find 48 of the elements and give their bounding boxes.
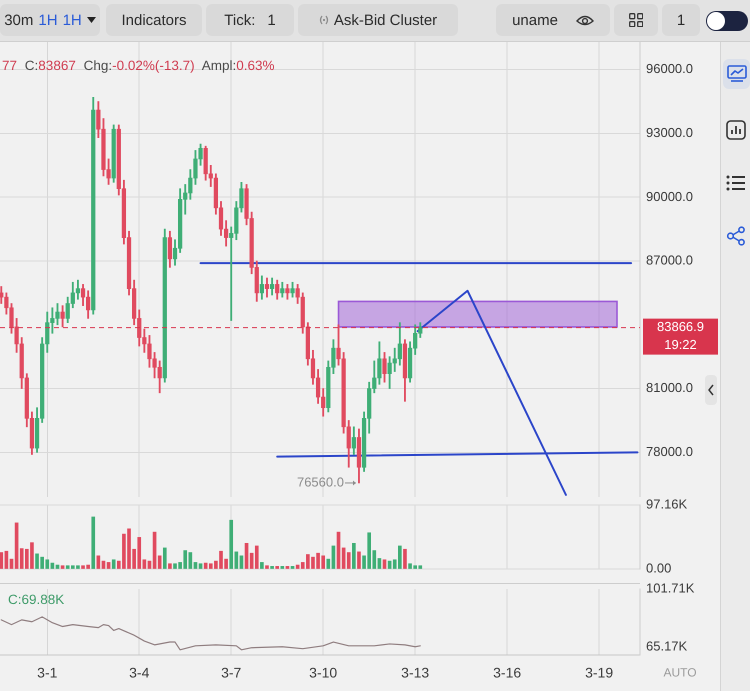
y-tick-label: 78000.0 — [646, 444, 693, 459]
y-tick-label: 90000.0 — [646, 188, 693, 204]
bar — [357, 552, 361, 569]
y-tick-label: 81000.0 — [646, 380, 693, 396]
bar — [260, 562, 264, 569]
bar — [286, 566, 290, 569]
y-tick-label: 0.00 — [646, 560, 672, 576]
x-tick-label: 3-16 — [493, 664, 522, 680]
bar — [280, 566, 284, 569]
bar — [91, 516, 96, 569]
bar — [265, 565, 269, 569]
y-tick-label: 96000.0 — [646, 61, 693, 76]
x-tick-label: 3-1 — [37, 664, 58, 680]
x-tick-label: 3-19 — [585, 664, 614, 680]
bar — [290, 566, 294, 569]
text: 1 — [267, 12, 276, 28]
bar — [270, 566, 274, 569]
text: 77 C:83867 Chg:-0.02%(-13.7) Ampl:0.63% — [2, 58, 274, 73]
text: 1H — [38, 12, 58, 28]
text: uname — [512, 12, 558, 28]
y-tick-label: 101.71K — [646, 580, 695, 596]
text: Tick: — [224, 12, 256, 28]
y-tick-label: 87000.0 — [646, 252, 693, 268]
text: Ask-Bid Cluster — [334, 12, 438, 28]
bar — [382, 559, 386, 569]
y-tick-label: 93000.0 — [646, 125, 693, 140]
bar — [112, 559, 116, 569]
bar — [168, 563, 172, 569]
text: 19:22 — [664, 337, 697, 352]
x-tick-label: 3-13 — [401, 664, 430, 680]
x-tick-label: 3-7 — [221, 664, 242, 680]
bar — [403, 548, 407, 569]
ref-line-label: 83866.9 — [657, 319, 704, 334]
x-tick-label: 3-4 — [129, 664, 150, 680]
bar — [60, 565, 64, 569]
bar — [352, 542, 356, 569]
bar — [275, 566, 280, 569]
y-tick-label: 97.16K — [646, 496, 688, 512]
text: 1H — [62, 12, 82, 28]
bar — [162, 548, 167, 569]
y-tick-label: 65.17K — [646, 638, 688, 654]
chart-title: C:69.88K — [8, 592, 64, 607]
text: 30m — [4, 12, 34, 28]
text: Indicators — [121, 12, 187, 28]
x-tick-label: 3-10 — [309, 664, 338, 680]
text: 1 — [676, 12, 686, 28]
annotation: 76560.0 — [296, 474, 344, 490]
text: AUTO — [663, 665, 697, 680]
